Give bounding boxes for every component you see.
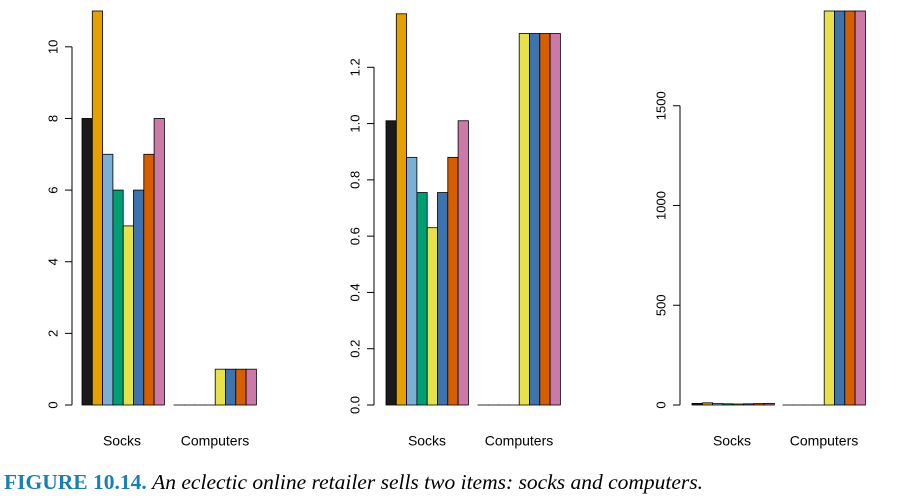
chart-panel-scaled-counts: 0.0 0.2 0.4 0.6 0.8 1.0 1.2 Socks Computers [347, 13, 561, 449]
category-label: Socks [408, 433, 446, 449]
y-tick-label: 8 [45, 115, 60, 122]
bar [406, 156, 418, 406]
bar [691, 403, 703, 406]
bar [447, 156, 459, 406]
bar [743, 403, 755, 406]
y-tick-label: 0.6 [347, 227, 362, 245]
chart-panel-dollars: 0 500 1000 1500 Socks Computers [653, 10, 866, 449]
bar [426, 227, 438, 406]
y-tick-label: 4 [45, 258, 60, 265]
category-label: Computers [790, 433, 858, 449]
bar [91, 10, 104, 406]
bar [834, 10, 846, 406]
bar [712, 403, 724, 406]
bar [753, 403, 765, 406]
bar [763, 403, 775, 406]
bar [549, 33, 561, 406]
y-tick-label: 1.0 [347, 115, 362, 133]
bar [122, 225, 134, 406]
bar [235, 368, 247, 406]
category-label: Computers [181, 433, 249, 449]
bar [539, 33, 551, 406]
category-label: Computers [485, 433, 553, 449]
bar [112, 189, 124, 406]
y-tick-label: 2 [45, 330, 60, 337]
bar [844, 10, 856, 406]
bar [153, 118, 165, 406]
bar [143, 153, 155, 406]
y-tick-label: 1.2 [347, 58, 362, 76]
bar [81, 118, 93, 406]
y-tick-label: 0.2 [347, 340, 362, 358]
bar [102, 153, 114, 406]
y-tick-label: 6 [45, 186, 60, 193]
y-tick-label: 0.8 [347, 171, 362, 189]
category-label: Socks [713, 433, 751, 449]
bar [133, 189, 145, 406]
bar [385, 120, 397, 406]
y-tick-label: 0.4 [347, 283, 362, 301]
bar [214, 368, 226, 406]
bar [732, 403, 744, 406]
figure-caption: FIGURE 10.14. An eclectic online retaile… [4, 470, 904, 498]
bar [416, 192, 428, 406]
caption-label: FIGURE 10.14. [4, 470, 147, 494]
caption-text: An eclectic online retailer sells two it… [152, 470, 704, 494]
chart-panel-raw-counts: 0 2 4 6 8 10 Socks Computers [45, 10, 257, 449]
bar [722, 403, 734, 406]
y-tick-label: 1000 [653, 191, 668, 220]
y-tick-label: 0 [653, 401, 668, 408]
bar [701, 402, 713, 406]
bar [529, 33, 541, 406]
category-label: Socks [103, 433, 141, 449]
bar [395, 13, 407, 406]
bar [823, 10, 835, 406]
y-tick-label: 1500 [653, 91, 668, 120]
y-tick-label: 500 [653, 294, 668, 316]
bar [437, 192, 449, 406]
figure: 0 2 4 6 8 10 Socks Computers 0.0 0.2 0.4 0.6 0.8 1.0… [45, 10, 866, 449]
bar [225, 368, 237, 406]
bar [854, 10, 866, 406]
bar [457, 120, 469, 406]
y-tick-label: 0 [45, 401, 60, 408]
y-tick-label: 0.0 [347, 396, 362, 414]
bar [518, 33, 530, 406]
bar [245, 368, 257, 406]
y-tick-label: 10 [45, 40, 60, 54]
